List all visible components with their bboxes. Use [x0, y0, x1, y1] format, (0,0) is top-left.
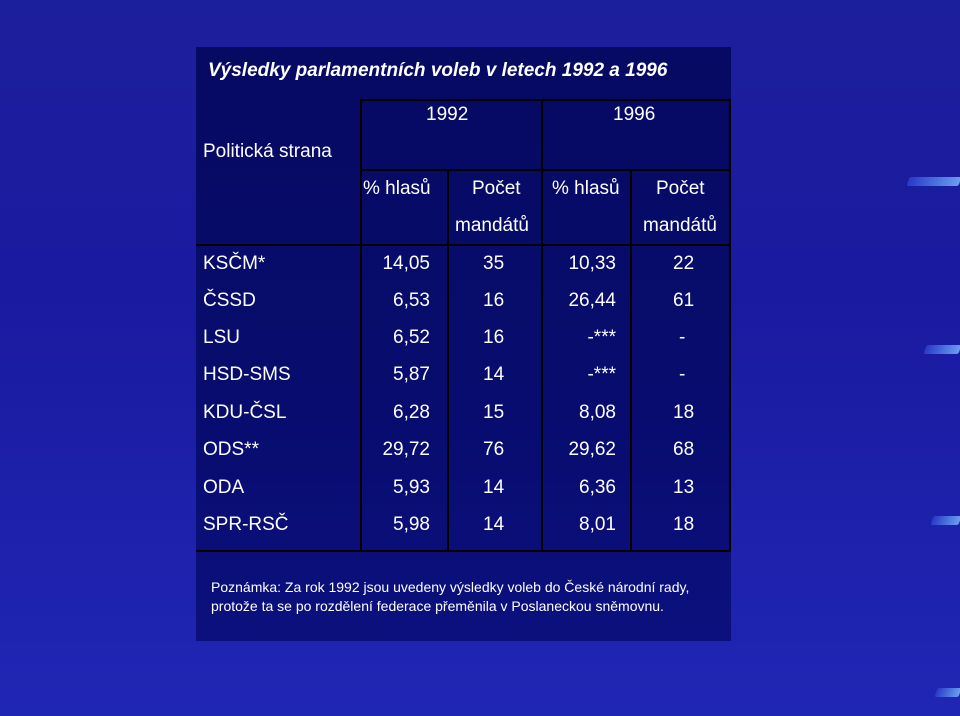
page-title: Výsledky parlamentních voleb v letech 19… — [208, 60, 668, 81]
votes-1992: 6,53 — [393, 290, 430, 311]
votes-1996: 8,08 — [579, 402, 616, 423]
seats-1996: 61 — [673, 290, 695, 311]
votes-1996: -*** — [587, 327, 616, 348]
party-name: LSU — [203, 327, 240, 348]
seats-1992: 16 — [483, 290, 505, 311]
decorative-streak — [906, 177, 960, 186]
votes-header-1992: % hlasů — [363, 178, 431, 199]
year-header-1992: 1992 — [426, 104, 469, 125]
party-name: KSČM* — [203, 253, 266, 274]
votes-1992: 29,72 — [382, 439, 430, 460]
votes-1992: 6,28 — [393, 402, 430, 423]
seats-1992: 76 — [483, 439, 505, 460]
votes-1996: -*** — [587, 364, 616, 385]
votes-1996: 8,01 — [579, 514, 616, 535]
seats-1996: - — [679, 364, 686, 385]
seats-header-1996: Počet — [656, 178, 705, 199]
party-name: HSD-SMS — [203, 364, 291, 385]
seats-1996: - — [679, 327, 686, 348]
votes-1996: 26,44 — [568, 290, 616, 311]
decorative-streak — [923, 345, 960, 354]
seats-1992: 14 — [483, 364, 505, 385]
votes-1996: 6,36 — [579, 477, 616, 498]
footnote-line-1: Poznámka: Za rok 1992 jsou uvedeny výsle… — [211, 579, 690, 595]
seats-1996: 18 — [673, 514, 695, 535]
votes-1992: 5,87 — [393, 364, 430, 385]
votes-header-1996: % hlasů — [552, 178, 620, 199]
votes-1992: 5,93 — [393, 477, 430, 498]
votes-1996: 10,33 — [568, 253, 616, 274]
seats-1992: 16 — [483, 327, 505, 348]
seats-1992: 14 — [483, 477, 505, 498]
party-name: SPR-RSČ — [203, 514, 289, 535]
party-name: ODS** — [203, 439, 259, 460]
party-name: KDU-ČSL — [203, 402, 287, 423]
decorative-streak — [930, 516, 960, 525]
decorative-streak — [934, 688, 960, 697]
party-column-header: Politická strana — [203, 141, 332, 162]
party-name: ČSSD — [203, 290, 256, 311]
votes-1996: 29,62 — [568, 439, 616, 460]
seats-header-1992: Počet — [472, 178, 521, 199]
votes-1992: 14,05 — [382, 253, 430, 274]
seats-header-1992-line2: mandátů — [455, 215, 529, 236]
votes-1992: 5,98 — [393, 514, 430, 535]
votes-1992: 6,52 — [393, 327, 430, 348]
seats-header-1996-line2: mandátů — [643, 215, 717, 236]
seats-1996: 68 — [673, 439, 695, 460]
seats-1996: 13 — [673, 477, 695, 498]
footnote: Poznámka: Za rok 1992 jsou uvedeny výsle… — [211, 578, 791, 616]
seats-1992: 35 — [483, 253, 505, 274]
seats-1992: 14 — [483, 514, 505, 535]
year-header-1996: 1996 — [613, 104, 656, 125]
seats-1996: 22 — [673, 253, 695, 274]
seats-1992: 15 — [483, 402, 505, 423]
footnote-line-2: protože ta se po rozdělení federace přem… — [211, 598, 664, 614]
seats-1996: 18 — [673, 402, 695, 423]
slide-panel — [196, 47, 731, 641]
party-name: ODA — [203, 477, 245, 498]
